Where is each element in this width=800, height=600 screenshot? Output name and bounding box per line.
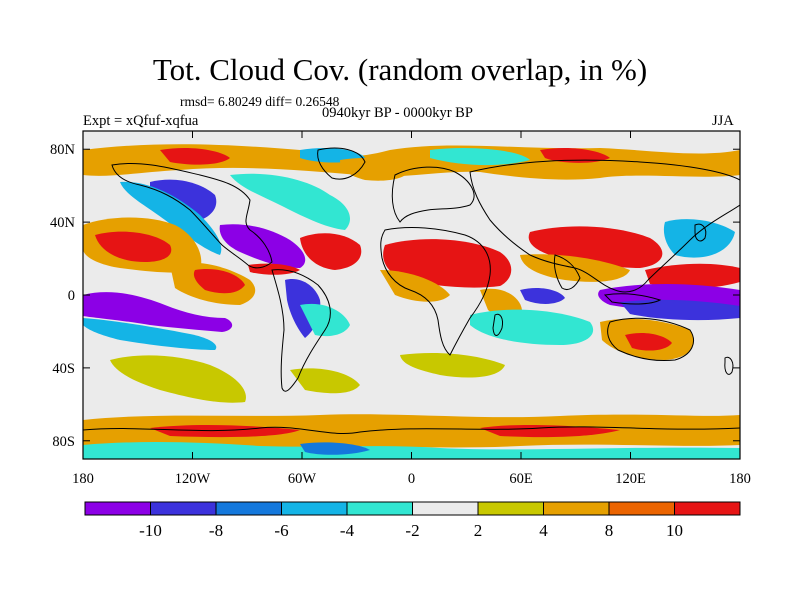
lat-tick-label: 40N — [50, 215, 76, 231]
southern-cyan-band — [83, 442, 740, 459]
lon-tick-label: 60E — [509, 471, 533, 487]
anomaly-field — [83, 131, 740, 459]
lat-tick-label: 80S — [52, 434, 75, 450]
tropical-pacific-purple — [83, 292, 233, 332]
colorbar-box — [84, 501, 151, 516]
period-label: 0940kyr BP - 0000kyr BP — [322, 105, 473, 121]
s-indian-yellow — [400, 353, 505, 378]
africa-orange — [380, 270, 450, 302]
coast-indonesia — [603, 293, 662, 305]
season-label: JJA — [712, 113, 734, 129]
southern-red-band-east — [480, 424, 620, 438]
s-pacific-yellow — [110, 355, 246, 403]
n-america-light-blue — [120, 181, 222, 255]
coast-north-america — [111, 162, 273, 269]
colorbar-label: -4 — [340, 521, 355, 540]
lon-tick-label: 180 — [72, 471, 94, 487]
s-atlantic-yellow — [290, 368, 360, 394]
n-atlantic-cyan — [230, 173, 350, 230]
colorbar-label: -6 — [274, 521, 288, 540]
indian-ocean-blue — [520, 287, 565, 304]
arctic-cyan-band — [430, 148, 530, 166]
colorbar-box — [281, 501, 348, 516]
latitude-ticks: 80N 40N 0 40S 80S — [50, 142, 740, 450]
longitude-ticks: 180 120W 60W 0 60E 120E 180 — [72, 131, 751, 487]
colorbar-label: 2 — [474, 521, 483, 540]
lon-tick-label: 120E — [615, 471, 646, 487]
coast-asia — [469, 159, 740, 293]
lon-tick-label: 60W — [288, 471, 317, 487]
experiment-label: Expt = xQfuf-xqfua — [83, 113, 199, 129]
colorbar-labels: -10 -8 -6 -4 -2 2 4 8 10 — [139, 521, 683, 540]
colorbar-label: 8 — [605, 521, 614, 540]
arctic-red-patch — [160, 147, 230, 165]
indian-ocean-cyan — [470, 309, 594, 345]
n-america-purple — [150, 179, 217, 222]
coast-new-zealand — [724, 356, 734, 375]
lat-tick-label: 80N — [50, 142, 76, 158]
coastlines — [83, 147, 740, 435]
coast-antarctica — [83, 426, 740, 435]
eq-w-pacific-blue — [620, 299, 740, 321]
coast-africa — [380, 227, 491, 356]
colorbar-label: 10 — [666, 521, 683, 540]
coast-india — [553, 254, 581, 291]
central-america-purple — [219, 224, 306, 268]
colorbar-label: -8 — [209, 521, 223, 540]
s-america-cyan — [300, 303, 350, 337]
colorbar-boxes — [84, 501, 741, 516]
map-title: Tot. Cloud Cov. (random overlap, in %) — [152, 52, 648, 87]
lon-tick-label: 180 — [729, 471, 751, 487]
caribbean-red — [248, 263, 300, 275]
atlantic-red — [300, 233, 362, 270]
colorbar-box — [150, 501, 217, 516]
southern-orange-band — [83, 414, 740, 450]
australia-red — [625, 332, 672, 351]
colorbar-label: -10 — [139, 521, 162, 540]
coast-australia — [607, 317, 694, 361]
colorbar-box — [543, 501, 610, 516]
colorbar-box — [608, 501, 675, 516]
colorbar-box — [346, 501, 413, 516]
colorbar-box — [477, 501, 544, 516]
coast-japan — [694, 223, 707, 242]
colorbar-box — [674, 501, 741, 516]
lon-tick-label: 0 — [408, 471, 415, 487]
coast-europe — [391, 166, 475, 223]
coast-madagascar — [492, 313, 503, 336]
stats-line: rmsd= 6.80249 diff= 0.26548 — [180, 94, 340, 109]
n-atlantic-orange — [340, 158, 410, 181]
w-pacific-red — [645, 263, 740, 289]
coast-south-america — [271, 269, 331, 392]
colorbar-label: -2 — [405, 521, 419, 540]
tropical-pacific-blue — [83, 318, 217, 350]
coast-greenland — [317, 147, 366, 180]
lon-tick-label: 120W — [175, 471, 211, 487]
e-pacific-red — [193, 269, 245, 294]
lat-tick-label: 40S — [52, 361, 75, 377]
colorbar-box — [412, 501, 479, 516]
arctic-red-patch-east — [540, 147, 610, 163]
southern-blue-patch — [300, 442, 370, 455]
colorbar-box — [215, 501, 282, 516]
colorbar-label: 4 — [539, 521, 548, 540]
lat-tick-label: 0 — [68, 288, 75, 304]
n-pacific-red — [95, 231, 172, 262]
